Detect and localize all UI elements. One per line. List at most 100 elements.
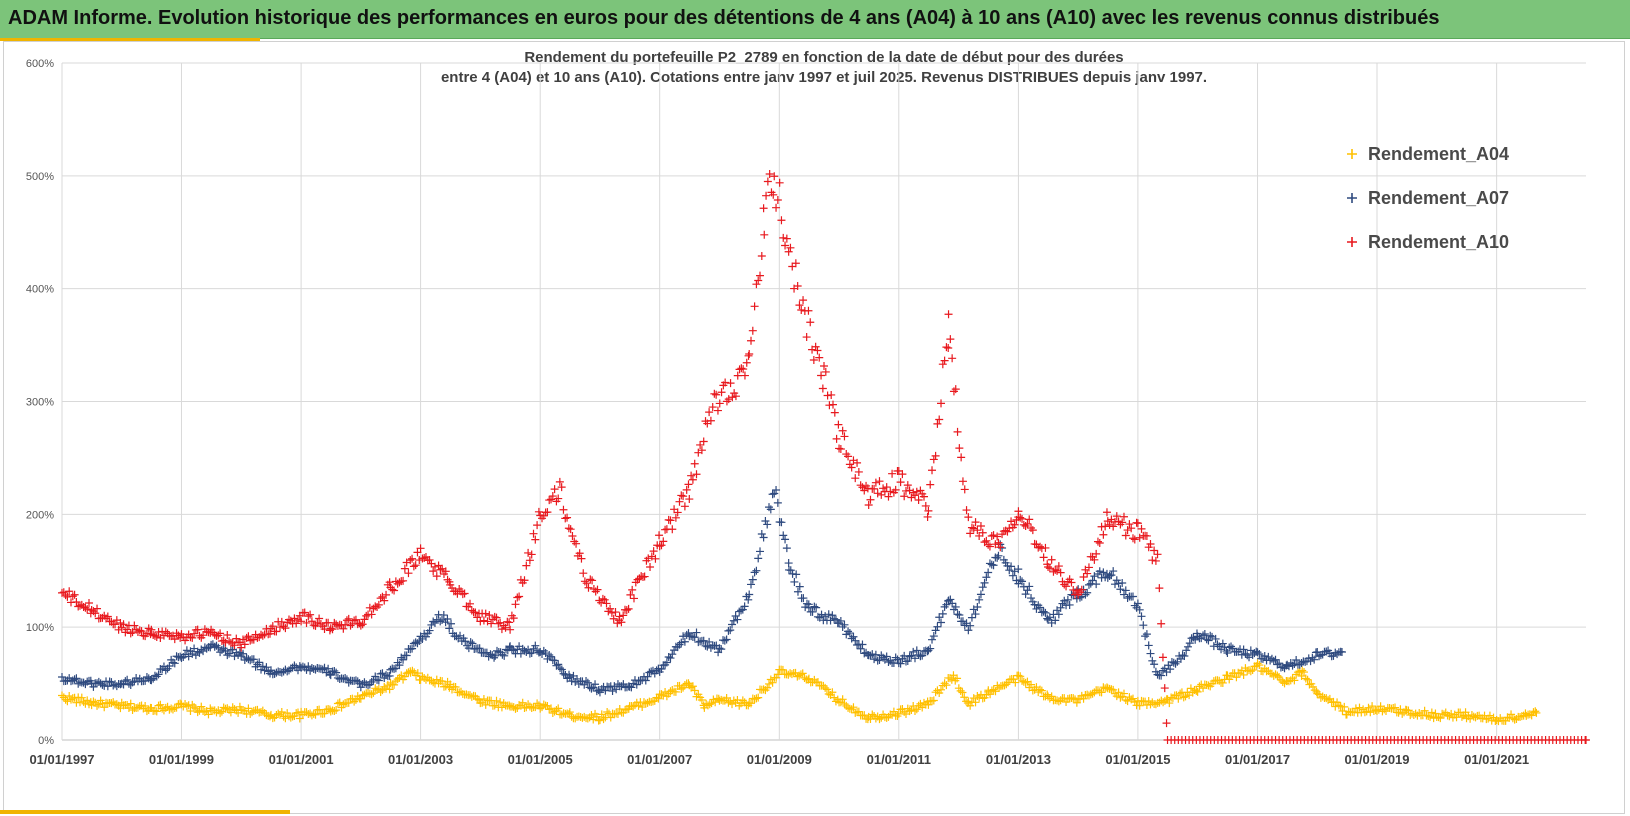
data-point — [563, 513, 572, 522]
data-point — [559, 669, 568, 678]
data-point — [784, 247, 793, 256]
data-point — [342, 675, 351, 684]
data-point — [564, 524, 573, 533]
data-point — [715, 644, 724, 653]
data-point — [966, 621, 975, 630]
data-point — [467, 606, 476, 615]
data-point — [643, 698, 652, 707]
data-point — [619, 611, 628, 620]
data-point — [738, 696, 747, 705]
data-point — [582, 579, 591, 588]
data-point — [539, 511, 548, 520]
data-point — [1322, 647, 1331, 656]
data-point — [851, 474, 860, 483]
data-point — [871, 478, 880, 487]
data-point — [1063, 595, 1072, 604]
data-point — [828, 611, 837, 620]
data-point — [515, 592, 524, 601]
data-point — [834, 420, 843, 429]
data-point — [1101, 522, 1110, 531]
data-point — [1193, 687, 1202, 696]
data-point — [998, 544, 1007, 553]
data-point — [1142, 630, 1151, 639]
data-point — [290, 614, 299, 623]
data-point — [170, 659, 179, 668]
data-point — [593, 585, 602, 594]
data-point — [315, 614, 324, 623]
data-point — [685, 495, 694, 504]
data-point — [659, 691, 668, 700]
data-point — [731, 611, 740, 620]
data-point — [373, 675, 382, 684]
data-point — [935, 613, 944, 622]
data-point — [894, 709, 903, 718]
data-point — [987, 560, 996, 569]
data-point — [971, 698, 980, 707]
data-point — [1300, 668, 1309, 677]
data-point — [479, 616, 488, 625]
data-point — [1062, 582, 1071, 591]
data-point — [427, 620, 436, 629]
data-point — [1007, 517, 1016, 526]
data-point — [748, 326, 757, 335]
legend-label: Rendement_A07 — [1368, 188, 1509, 208]
data-point — [935, 415, 944, 424]
data-point — [1206, 631, 1215, 640]
data-point — [277, 708, 286, 717]
data-point — [1123, 697, 1132, 706]
data-point — [1283, 660, 1292, 669]
data-point — [684, 679, 693, 688]
data-point — [258, 662, 267, 671]
data-point — [942, 681, 951, 690]
data-point — [737, 606, 746, 615]
data-point — [418, 672, 427, 681]
data-point — [1077, 592, 1086, 601]
data-point — [518, 698, 527, 707]
data-point — [1105, 571, 1114, 580]
x-tick-label: 01/01/2019 — [1344, 752, 1409, 767]
data-point — [539, 700, 548, 709]
data-point — [914, 701, 923, 710]
data-point — [607, 608, 616, 617]
data-point — [1426, 712, 1435, 721]
data-point — [413, 548, 422, 557]
data-point — [142, 629, 151, 638]
data-point — [177, 653, 186, 662]
data-point — [399, 576, 408, 585]
data-point — [1039, 607, 1048, 616]
data-point — [888, 710, 897, 719]
legend-marker — [1347, 193, 1357, 203]
data-point — [1135, 533, 1144, 542]
data-point — [462, 690, 471, 699]
data-point — [481, 700, 490, 709]
data-point — [958, 477, 967, 486]
data-point — [311, 665, 320, 674]
data-point — [360, 615, 369, 624]
data-point — [1127, 524, 1136, 533]
data-point — [311, 710, 320, 719]
data-point — [1023, 519, 1032, 528]
data-point — [232, 634, 241, 643]
data-point — [320, 709, 329, 718]
data-point — [369, 604, 378, 613]
data-point — [588, 576, 597, 585]
data-point — [1109, 522, 1118, 531]
data-point — [884, 492, 893, 501]
data-point — [644, 554, 653, 563]
data-point — [1492, 715, 1501, 724]
data-point — [1105, 520, 1114, 529]
data-point — [1322, 694, 1331, 703]
data-point — [738, 605, 747, 614]
x-tick-label: 01/01/2005 — [508, 752, 573, 767]
data-point — [786, 243, 795, 252]
data-point — [853, 458, 862, 467]
data-point — [760, 230, 769, 239]
data-point — [1021, 678, 1030, 687]
data-point — [1079, 573, 1088, 582]
data-point — [119, 620, 128, 629]
data-point — [1008, 571, 1017, 580]
data-point — [675, 640, 684, 649]
data-point — [567, 677, 576, 686]
data-point — [126, 699, 135, 708]
data-point — [835, 619, 844, 627]
